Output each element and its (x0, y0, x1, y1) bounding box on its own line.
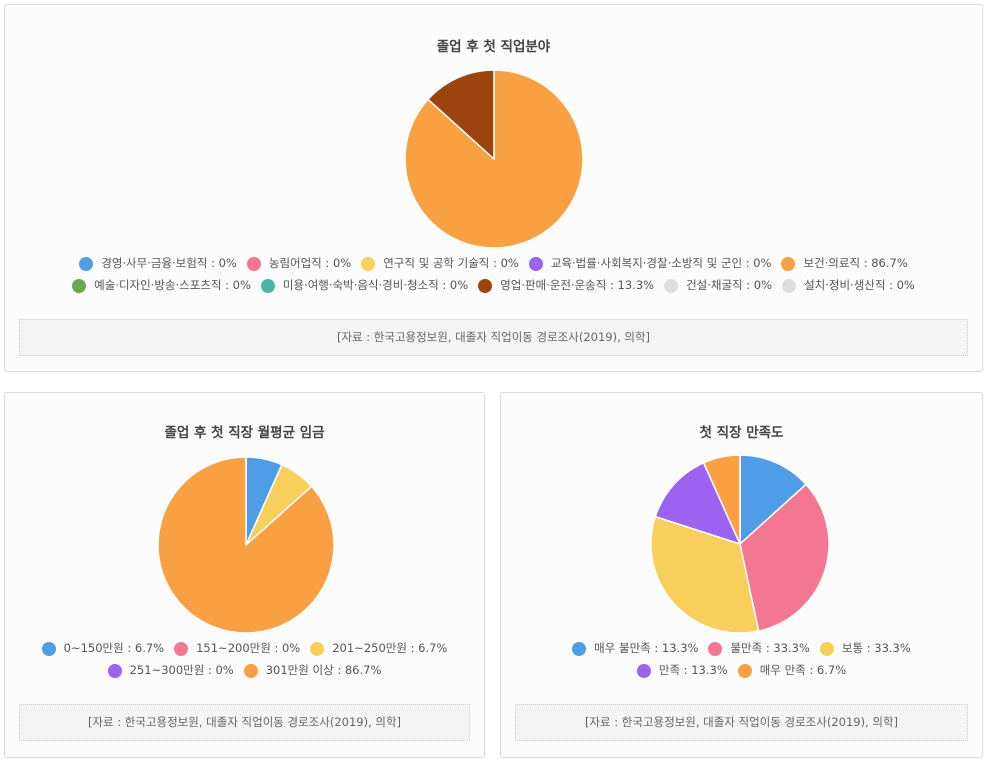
legend-label: 건설·채굴직 : 0% (686, 278, 773, 292)
pie-chart (157, 456, 335, 634)
legend-item[interactable]: 설치·정비·생산직 : 0% (782, 277, 915, 294)
legend-swatch-icon (41, 641, 56, 656)
source-note: [자료 : 한국고용정보원, 대졸자 직업이동 경로조사(2019), 의학] (19, 319, 968, 356)
chart-title: 졸업 후 첫 직업분야 (436, 39, 551, 55)
legend-label: 251~300만원 : 0% (129, 663, 234, 677)
legend-swatch-icon (708, 641, 723, 656)
legend-label: 설치·정비·생산직 : 0% (804, 278, 915, 292)
legend-item[interactable]: 불만족 : 33.3% (708, 640, 810, 657)
legend-row: 예술·디자인·방송·스포츠직 : 0% 미용·여행·숙박·음식·경비·청소직 : … (67, 277, 920, 294)
chart-card-first-job-salary: 졸업 후 첫 직장 월평균 임금 0~150만원 : 6.7% 151~200만원… (4, 392, 485, 758)
source-note: [자료 : 한국고용정보원, 대졸자 직업이동 경로조사(2019), 의학] (19, 704, 470, 741)
legend-label: 만족 : 13.3% (658, 663, 728, 677)
legend-item[interactable]: 만족 : 13.3% (636, 662, 728, 679)
legend-swatch-icon (246, 256, 261, 271)
chart-title: 졸업 후 첫 직장 월평균 임금 (164, 425, 325, 441)
legend-item[interactable]: 교육·법률·사회복지·경찰·소방직 및 군인 : 0% (528, 255, 772, 272)
legend-item[interactable]: 농림어업직 : 0% (246, 255, 352, 272)
legend-label: 0~150만원 : 6.7% (63, 641, 165, 655)
legend-swatch-icon (310, 641, 325, 656)
legend-item[interactable]: 경영·사무·금융·보험직 : 0% (79, 255, 237, 272)
chart-legend: 매우 불만족 : 13.3% 불만족 : 33.3% 보통 : 33.3% 만족 : … (501, 640, 982, 679)
legend-label: 201~250만원 : 6.7% (332, 641, 448, 655)
pie-slice-영업-판매-운전-운송직[interactable] (427, 69, 495, 160)
legend-label: 교육·법률·사회복지·경찰·소방직 및 군인 : 0% (550, 256, 772, 270)
legend-swatch-icon (781, 256, 796, 271)
legend-label: 매우 불만족 : 13.3% (594, 641, 699, 655)
legend-item[interactable]: 보통 : 33.3% (819, 640, 911, 657)
legend-swatch-icon (243, 663, 258, 678)
legend-item[interactable]: 건설·채굴직 : 0% (664, 277, 772, 294)
legend-swatch-icon (478, 278, 493, 293)
legend-label: 보통 : 33.3% (841, 641, 911, 655)
legend-row: 251~300만원 : 0% 301만원 이상 : 86.7% (103, 662, 387, 679)
legend-swatch-icon (72, 278, 87, 293)
legend-swatch-icon (361, 256, 376, 271)
legend-item[interactable]: 매우 만족 : 6.7% (737, 662, 847, 679)
legend-item[interactable]: 151~200만원 : 0% (174, 640, 300, 657)
pie-slice-불만족[interactable] (739, 483, 830, 632)
pie-chart (404, 69, 584, 249)
legend-item[interactable]: 미용·여행·숙박·음식·경비·청소직 : 0% (260, 277, 469, 294)
chart-legend: 경영·사무·금융·보험직 : 0% 농림어업직 : 0% 연구직 및 공학 기술직 … (5, 255, 982, 294)
legend-swatch-icon (664, 278, 679, 293)
source-note: [자료 : 한국고용정보원, 대졸자 직업이동 경로조사(2019), 의학] (515, 704, 968, 741)
legend-item[interactable]: 201~250만원 : 6.7% (310, 640, 447, 657)
legend-swatch-icon (79, 256, 94, 271)
legend-row: 만족 : 13.3% 매우 만족 : 6.7% (632, 662, 851, 679)
legend-label: 농림어업직 : 0% (268, 256, 352, 270)
legend-item[interactable]: 영업·판매·운전·운송직 : 13.3% (478, 277, 654, 294)
legend-item[interactable]: 예술·디자인·방송·스포츠직 : 0% (72, 277, 251, 294)
legend-label: 경영·사무·금융·보험직 : 0% (101, 256, 237, 270)
pie-slice-보통[interactable] (650, 515, 760, 634)
chart-card-first-job-satisfaction: 첫 직장 만족도 매우 불만족 : 13.3% 불만족 : 33.3% 보통 : 3… (500, 392, 983, 758)
legend-swatch-icon (782, 278, 797, 293)
pie-slice-매우-불만족[interactable] (739, 454, 807, 545)
legend-label: 예술·디자인·방송·스포츠직 : 0% (94, 278, 251, 292)
legend-swatch-icon (260, 278, 275, 293)
pie-slice-만족[interactable] (654, 462, 741, 545)
pie-chart (650, 454, 830, 634)
legend-item[interactable]: 251~300만원 : 0% (107, 662, 234, 679)
legend-row: 0~150만원 : 6.7% 151~200만원 : 0% 201~250만원 : … (37, 640, 453, 657)
chart-card-first-job-field: 졸업 후 첫 직업분야 경영·사무·금융·보험직 : 0% 농림어업직 : 0% 연… (4, 4, 983, 372)
chart-title: 첫 직장 만족도 (699, 425, 784, 441)
legend-swatch-icon (737, 663, 752, 678)
legend-item[interactable]: 보건·의료직 : 86.7% (781, 255, 908, 272)
legend-label: 불만족 : 33.3% (730, 641, 810, 655)
pie-slice-매우-만족[interactable] (702, 454, 741, 545)
legend-row: 경영·사무·금융·보험직 : 0% 농림어업직 : 0% 연구직 및 공학 기술직 … (74, 255, 913, 272)
legend-label: 151~200만원 : 0% (196, 641, 301, 655)
legend-label: 보건·의료직 : 86.7% (803, 256, 908, 270)
legend-swatch-icon (528, 256, 543, 271)
legend-label: 영업·판매·운전·운송직 : 13.3% (500, 278, 655, 292)
legend-swatch-icon (819, 641, 834, 656)
legend-label: 연구직 및 공학 기술직 : 0% (383, 256, 519, 270)
legend-row: 매우 불만족 : 13.3% 불만족 : 33.3% 보통 : 33.3% (567, 640, 916, 657)
legend-item[interactable]: 연구직 및 공학 기술직 : 0% (361, 255, 519, 272)
pie-slice-301만원-이상[interactable] (157, 456, 335, 634)
legend-label: 매우 만족 : 6.7% (759, 663, 847, 677)
legend-swatch-icon (636, 663, 651, 678)
chart-legend: 0~150만원 : 6.7% 151~200만원 : 0% 201~250만원 : … (5, 640, 484, 679)
legend-item[interactable]: 매우 불만족 : 13.3% (572, 640, 698, 657)
legend-label: 미용·여행·숙박·음식·경비·청소직 : 0% (282, 278, 469, 292)
legend-item[interactable]: 0~150만원 : 6.7% (41, 640, 165, 657)
legend-label: 301만원 이상 : 86.7% (265, 663, 382, 677)
legend-item[interactable]: 301만원 이상 : 86.7% (243, 662, 382, 679)
legend-swatch-icon (174, 641, 189, 656)
legend-swatch-icon (107, 663, 122, 678)
legend-swatch-icon (572, 641, 587, 656)
